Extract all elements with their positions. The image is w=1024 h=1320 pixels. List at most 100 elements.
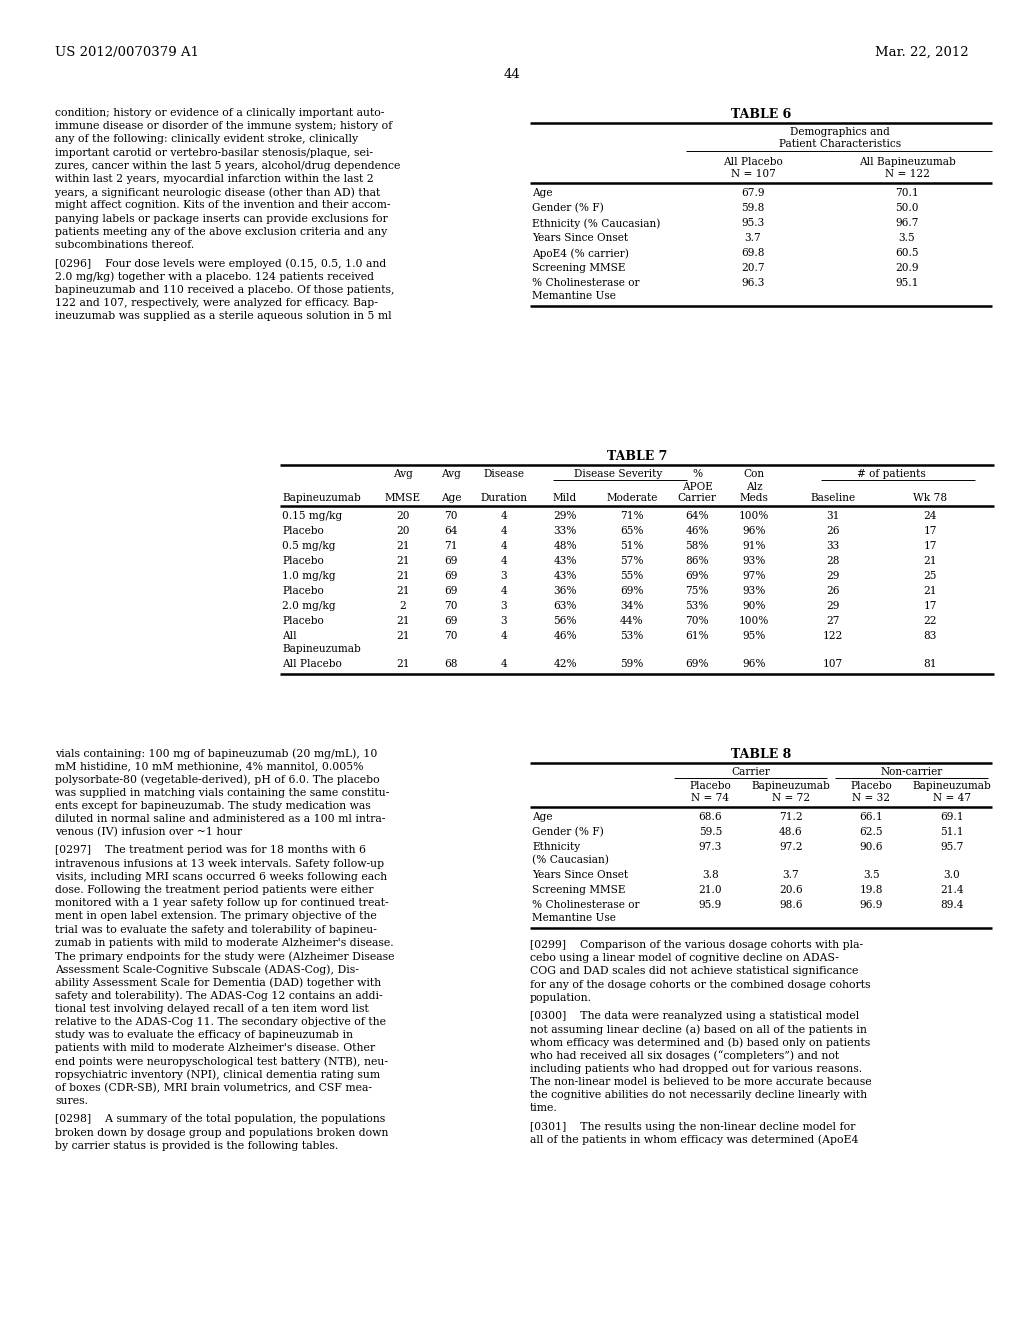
Text: was supplied in matching vials containing the same constitu-: was supplied in matching vials containin… bbox=[55, 788, 389, 797]
Text: All Bapineuzumab
N = 122: All Bapineuzumab N = 122 bbox=[859, 157, 955, 178]
Text: Bapineuzumab
N = 47: Bapineuzumab N = 47 bbox=[912, 781, 991, 803]
Text: 69: 69 bbox=[444, 616, 458, 626]
Text: 96%: 96% bbox=[742, 659, 766, 669]
Text: Mild: Mild bbox=[553, 492, 578, 503]
Text: ineuzumab was supplied as a sterile aqueous solution in 5 ml: ineuzumab was supplied as a sterile aque… bbox=[55, 312, 391, 321]
Text: 95.3: 95.3 bbox=[741, 218, 765, 228]
Text: 33: 33 bbox=[826, 541, 840, 550]
Text: 3: 3 bbox=[501, 601, 507, 611]
Text: Memantine Use: Memantine Use bbox=[532, 913, 615, 923]
Text: 0.15 mg/kg: 0.15 mg/kg bbox=[282, 511, 342, 521]
Text: 21: 21 bbox=[396, 631, 410, 642]
Text: time.: time. bbox=[530, 1104, 558, 1113]
Text: Placebo: Placebo bbox=[282, 616, 324, 626]
Text: Assessment Scale-Cognitive Subscale (ADAS-Cog), Dis-: Assessment Scale-Cognitive Subscale (ADA… bbox=[55, 964, 358, 974]
Text: 93%: 93% bbox=[742, 556, 766, 566]
Text: 95.1: 95.1 bbox=[895, 279, 919, 288]
Text: 65%: 65% bbox=[621, 525, 644, 536]
Text: 53%: 53% bbox=[621, 631, 644, 642]
Text: 70%: 70% bbox=[685, 616, 709, 626]
Text: trial was to evaluate the safety and tolerability of bapineu-: trial was to evaluate the safety and tol… bbox=[55, 924, 377, 935]
Text: US 2012/0070379 A1: US 2012/0070379 A1 bbox=[55, 46, 199, 59]
Text: 21: 21 bbox=[396, 556, 410, 566]
Text: 51%: 51% bbox=[621, 541, 644, 550]
Text: Ethnicity (% Caucasian): Ethnicity (% Caucasian) bbox=[532, 218, 660, 228]
Text: 0.5 mg/kg: 0.5 mg/kg bbox=[282, 541, 336, 550]
Text: TABLE 8: TABLE 8 bbox=[731, 748, 792, 762]
Text: 70: 70 bbox=[444, 511, 458, 521]
Text: 20.7: 20.7 bbox=[741, 263, 765, 273]
Text: cebo using a linear model of cognitive decline on ADAS-: cebo using a linear model of cognitive d… bbox=[530, 953, 839, 964]
Text: 66.1: 66.1 bbox=[859, 812, 883, 822]
Text: 46%: 46% bbox=[685, 525, 709, 536]
Text: Bapineuzumab: Bapineuzumab bbox=[282, 644, 360, 653]
Text: intravenous infusions at 13 week intervals. Safety follow-up: intravenous infusions at 13 week interva… bbox=[55, 858, 384, 869]
Text: population.: population. bbox=[530, 993, 592, 1003]
Text: 19.8: 19.8 bbox=[859, 884, 883, 895]
Text: Meds: Meds bbox=[739, 492, 768, 503]
Text: 4: 4 bbox=[501, 541, 507, 550]
Text: 3.5: 3.5 bbox=[899, 234, 915, 243]
Text: [0298]    A summary of the total population, the populations: [0298] A summary of the total population… bbox=[55, 1114, 385, 1125]
Text: 25: 25 bbox=[924, 572, 937, 581]
Text: ment in open label extension. The primary objective of the: ment in open label extension. The primar… bbox=[55, 911, 377, 921]
Text: Gender (% F): Gender (% F) bbox=[532, 203, 604, 214]
Text: Carrier: Carrier bbox=[678, 492, 717, 503]
Text: 24: 24 bbox=[924, 511, 937, 521]
Text: The primary endpoints for the study were (Alzheimer Disease: The primary endpoints for the study were… bbox=[55, 950, 394, 961]
Text: 56%: 56% bbox=[553, 616, 577, 626]
Text: Disease Severity: Disease Severity bbox=[574, 469, 663, 479]
Text: [0296]    Four dose levels were employed (0.15, 0.5, 1.0 and: [0296] Four dose levels were employed (0… bbox=[55, 259, 386, 269]
Text: ents except for bapineuzumab. The study medication was: ents except for bapineuzumab. The study … bbox=[55, 801, 371, 810]
Text: 98.6: 98.6 bbox=[779, 900, 803, 909]
Text: 21: 21 bbox=[396, 586, 410, 597]
Text: 59.8: 59.8 bbox=[741, 203, 765, 213]
Text: zures, cancer within the last 5 years, alcohol/drug dependence: zures, cancer within the last 5 years, a… bbox=[55, 161, 400, 170]
Text: 81: 81 bbox=[924, 659, 937, 669]
Text: 93%: 93% bbox=[742, 586, 766, 597]
Text: 3.5: 3.5 bbox=[863, 870, 880, 880]
Text: ApoE4 (% carrier): ApoE4 (% carrier) bbox=[532, 248, 629, 259]
Text: [0300]    The data were reanalyzed using a statistical model: [0300] The data were reanalyzed using a … bbox=[530, 1011, 859, 1020]
Text: 53%: 53% bbox=[685, 601, 709, 611]
Text: 29%: 29% bbox=[553, 511, 577, 521]
Text: 21: 21 bbox=[924, 586, 937, 597]
Text: 44: 44 bbox=[504, 69, 520, 81]
Text: subcombinations thereof.: subcombinations thereof. bbox=[55, 240, 195, 249]
Text: 4: 4 bbox=[501, 631, 507, 642]
Text: Alz: Alz bbox=[745, 482, 762, 492]
Text: 75%: 75% bbox=[685, 586, 709, 597]
Text: 96.9: 96.9 bbox=[859, 900, 883, 909]
Text: all of the patients in whom efficacy was determined (ApoE4: all of the patients in whom efficacy was… bbox=[530, 1135, 858, 1146]
Text: 17: 17 bbox=[924, 541, 937, 550]
Text: 64%: 64% bbox=[685, 511, 709, 521]
Text: vials containing: 100 mg of bapineuzumab (20 mg/mL), 10: vials containing: 100 mg of bapineuzumab… bbox=[55, 748, 378, 759]
Text: 2.0 mg/kg) together with a placebo. 124 patients received: 2.0 mg/kg) together with a placebo. 124 … bbox=[55, 272, 374, 282]
Text: Gender (% F): Gender (% F) bbox=[532, 828, 604, 837]
Text: [0299]    Comparison of the various dosage cohorts with pla-: [0299] Comparison of the various dosage … bbox=[530, 940, 863, 950]
Text: 1.0 mg/kg: 1.0 mg/kg bbox=[282, 572, 336, 581]
Text: 4: 4 bbox=[501, 556, 507, 566]
Text: monitored with a 1 year safety follow up for continued treat-: monitored with a 1 year safety follow up… bbox=[55, 898, 389, 908]
Text: whom efficacy was determined and (b) based only on patients: whom efficacy was determined and (b) bas… bbox=[530, 1038, 870, 1048]
Text: Demographics and
Patient Characteristics: Demographics and Patient Characteristics bbox=[779, 127, 901, 149]
Text: 96.7: 96.7 bbox=[895, 218, 919, 228]
Text: 96.3: 96.3 bbox=[741, 279, 765, 288]
Text: 60.5: 60.5 bbox=[895, 248, 919, 257]
Text: 4: 4 bbox=[501, 659, 507, 669]
Text: safety and tolerability). The ADAS-Cog 12 contains an addi-: safety and tolerability). The ADAS-Cog 1… bbox=[55, 990, 383, 1001]
Text: All Placebo: All Placebo bbox=[282, 659, 342, 669]
Text: 68.6: 68.6 bbox=[698, 812, 722, 822]
Text: 3: 3 bbox=[501, 572, 507, 581]
Text: Placebo: Placebo bbox=[282, 586, 324, 597]
Text: broken down by dosage group and populations broken down: broken down by dosage group and populati… bbox=[55, 1127, 388, 1138]
Text: The non-linear model is believed to be more accurate because: The non-linear model is believed to be m… bbox=[530, 1077, 871, 1086]
Text: % Cholinesterase or: % Cholinesterase or bbox=[532, 900, 640, 909]
Text: 2: 2 bbox=[399, 601, 407, 611]
Text: 33%: 33% bbox=[553, 525, 577, 536]
Text: polysorbate-80 (vegetable-derived), pH of 6.0. The placebo: polysorbate-80 (vegetable-derived), pH o… bbox=[55, 775, 380, 785]
Text: 95%: 95% bbox=[742, 631, 766, 642]
Text: 17: 17 bbox=[924, 601, 937, 611]
Text: 95.7: 95.7 bbox=[940, 842, 964, 851]
Text: 21.4: 21.4 bbox=[940, 884, 964, 895]
